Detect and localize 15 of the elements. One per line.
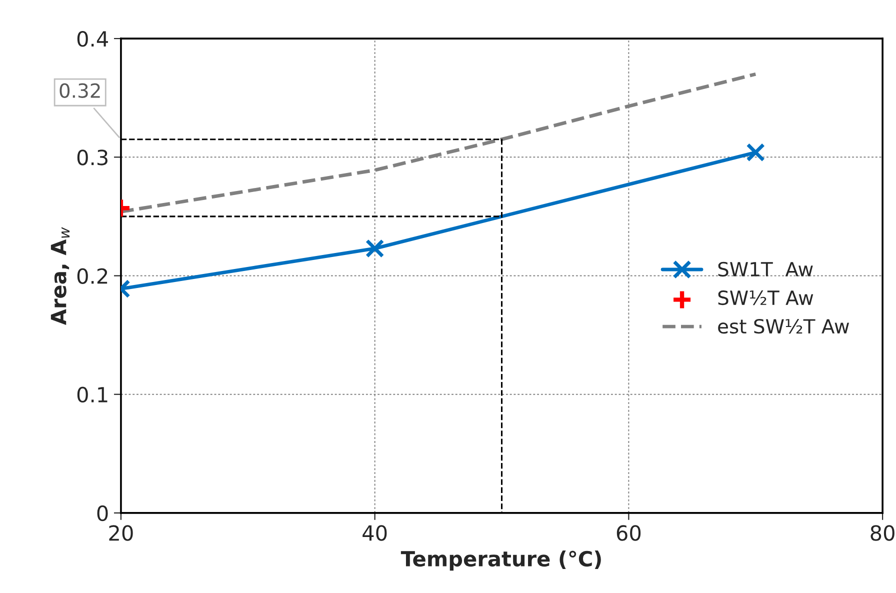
x-tick-label: 40 [362, 525, 387, 541]
y-tick-label: 0.3 [77, 150, 108, 166]
annotation: 0.32 [60, 83, 100, 98]
y-tick-label: 0.2 [77, 268, 108, 284]
y-tick-label: 0 [97, 505, 108, 522]
legend-label: SW½T Aw [718, 290, 814, 306]
y-axis-title: Area, A$_{w}$ [50, 227, 70, 326]
x-tick-label: 80 [870, 525, 894, 541]
legend-label: est SW½T Aw [718, 318, 850, 334]
y-tick-label: 0.4 [77, 31, 108, 47]
x-tick-label: 60 [616, 525, 641, 541]
x-tick-label: 20 [109, 525, 133, 541]
y-tick-label: 0.1 [77, 386, 108, 403]
legend-label: SW1T Aw [718, 262, 813, 277]
x-axis-title: Temperature (°C) [400, 550, 601, 571]
